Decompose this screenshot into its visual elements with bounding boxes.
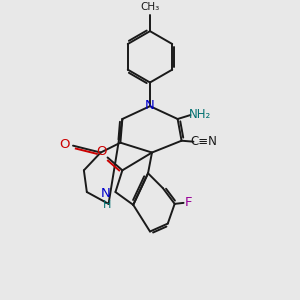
Text: O: O [96,145,107,158]
Text: H: H [102,200,111,210]
Text: N: N [101,188,110,200]
Text: CH₃: CH₃ [140,2,160,13]
Text: C≡N: C≡N [191,135,218,148]
Text: NH₂: NH₂ [189,108,212,121]
Text: O: O [59,138,69,151]
Text: F: F [185,196,192,209]
Text: N: N [145,99,155,112]
